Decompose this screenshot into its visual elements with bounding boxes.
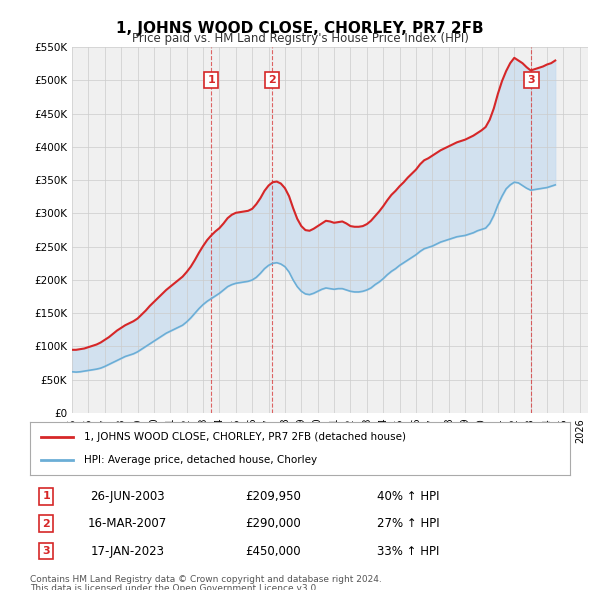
Text: £450,000: £450,000 <box>245 545 301 558</box>
Text: 2: 2 <box>43 519 50 529</box>
Text: HPI: Average price, detached house, Chorley: HPI: Average price, detached house, Chor… <box>84 455 317 465</box>
Text: 2: 2 <box>268 75 276 85</box>
Text: 26-JUN-2003: 26-JUN-2003 <box>90 490 164 503</box>
Text: 3: 3 <box>43 546 50 556</box>
Text: 40% ↑ HPI: 40% ↑ HPI <box>377 490 439 503</box>
Text: 17-JAN-2023: 17-JAN-2023 <box>90 545 164 558</box>
Text: Contains HM Land Registry data © Crown copyright and database right 2024.: Contains HM Land Registry data © Crown c… <box>30 575 382 584</box>
Text: 1, JOHNS WOOD CLOSE, CHORLEY, PR7 2FB (detached house): 1, JOHNS WOOD CLOSE, CHORLEY, PR7 2FB (d… <box>84 432 406 442</box>
Text: This data is licensed under the Open Government Licence v3.0.: This data is licensed under the Open Gov… <box>30 584 319 590</box>
Text: 1: 1 <box>207 75 215 85</box>
Text: £290,000: £290,000 <box>245 517 301 530</box>
Text: 27% ↑ HPI: 27% ↑ HPI <box>377 517 439 530</box>
Text: 33% ↑ HPI: 33% ↑ HPI <box>377 545 439 558</box>
Text: Price paid vs. HM Land Registry's House Price Index (HPI): Price paid vs. HM Land Registry's House … <box>131 32 469 45</box>
Text: 1: 1 <box>43 491 50 502</box>
Text: 16-MAR-2007: 16-MAR-2007 <box>88 517 167 530</box>
Text: £209,950: £209,950 <box>245 490 301 503</box>
Text: 3: 3 <box>527 75 535 85</box>
Text: 1, JOHNS WOOD CLOSE, CHORLEY, PR7 2FB: 1, JOHNS WOOD CLOSE, CHORLEY, PR7 2FB <box>116 21 484 35</box>
